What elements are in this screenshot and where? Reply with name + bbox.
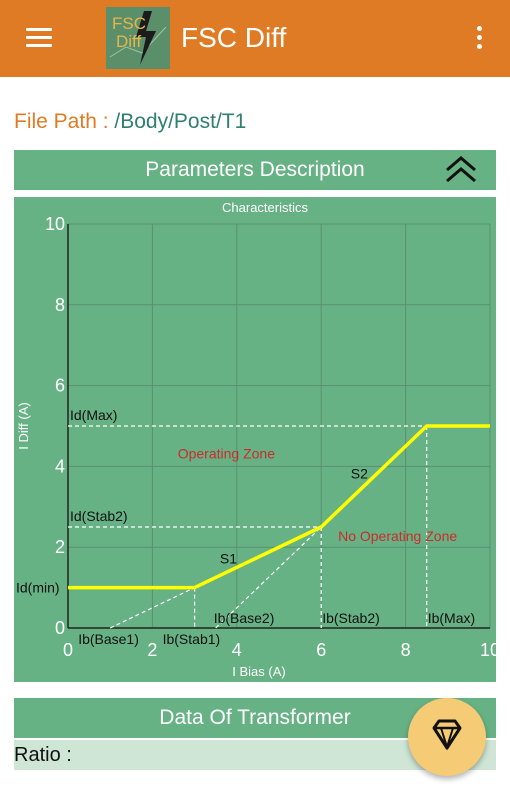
y-tick-label: 8 [55,295,65,315]
hamburger-menu-icon[interactable] [26,26,54,50]
y-tick-label: 10 [45,214,65,234]
diamond-icon [432,719,462,751]
zone-label: Operating Zone [178,445,275,461]
characteristics-chart-svg: 0 2 4 6 8 10 0 2 4 6 8 10 Characteristics I Bias (A) I… [16,200,500,679]
more-vert-icon[interactable] [470,24,490,52]
logo-text-line2: Diff [116,32,141,51]
x-marker-label: Ib(Base1) [78,631,139,647]
x-marker-label: Ib(Max) [428,610,475,626]
y-marker-label: Id(Max) [70,407,117,423]
y-tick-label: 0 [55,618,65,638]
base-line [109,587,195,629]
file-path: File Path : /Body/Post/T1 [14,109,246,135]
slope-label: S2 [351,466,368,482]
x-tick-label: 4 [232,640,242,660]
y-axis-label: I Diff (A) [16,402,31,449]
base-line [215,526,322,629]
double-chevron-up-icon[interactable] [444,156,478,184]
x-axis-label: I Bias (A) [232,664,285,679]
app-title: FSC Diff [181,22,287,53]
x-tick-label: 6 [316,640,326,660]
y-marker-label: Id(min) [16,580,60,596]
x-tick-label: 2 [147,640,157,660]
parameters-section-header[interactable]: Parameters Description [14,150,496,190]
transformer-section-title: Data Of Transformer [159,706,351,729]
y-tick-label: 6 [55,376,65,396]
x-marker-label: Ib(Stab2) [322,610,380,626]
y-marker-label: Id(Stab2) [70,508,128,524]
app-bar: FSC Diff FSC Diff [0,0,510,77]
zone-label: No Operating Zone [338,528,457,544]
file-path-label: File Path : [14,110,109,133]
diamond-fab-button[interactable] [408,698,486,776]
file-path-value: /Body/Post/T1 [114,110,247,133]
characteristics-chart: 0 2 4 6 8 10 0 2 4 6 8 10 Characteristics I Bias (A) I… [14,197,500,682]
y-tick-label: 2 [55,537,65,557]
ratio-label: Ratio : [14,744,72,766]
x-tick-label: 8 [401,640,411,660]
app-logo: FSC Diff [106,7,170,69]
x-marker-label: Ib(Base2) [214,610,275,626]
characteristic-curve [68,424,490,590]
slope-label: S1 [220,550,237,566]
chart-title: Characteristics [222,200,308,215]
logo-text-line1: FSC [112,14,146,33]
y-tick-label: 4 [55,456,65,476]
parameters-section-title: Parameters Description [145,158,365,181]
x-tick-label: 10 [480,640,496,660]
x-tick-label: 0 [63,640,73,660]
x-marker-label: Ib(Stab1) [163,631,221,647]
